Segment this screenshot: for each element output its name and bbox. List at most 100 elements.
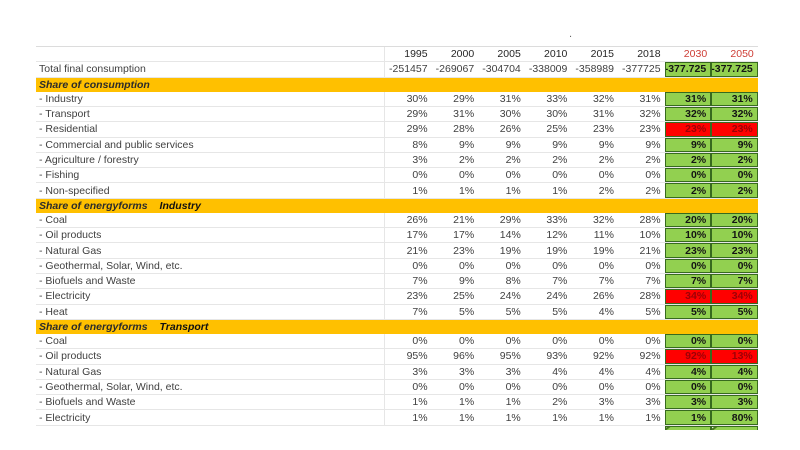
projection-cell-2030[interactable]: 31% (664, 91, 712, 107)
projection-cell-2050[interactable]: 4% (711, 364, 758, 379)
value-cell[interactable]: 9% (552, 138, 568, 151)
row-label-cell[interactable]: - Heat (36, 304, 385, 319)
row-label-cell[interactable]: - Geothermal, Solar, Wind, etc. (36, 379, 385, 395)
value-cell[interactable]: 92% (639, 350, 661, 363)
value-cell[interactable]: 3% (412, 365, 428, 378)
year-column-header[interactable]: 2015 (590, 48, 614, 61)
value-cell[interactable]: 2% (645, 153, 661, 166)
value-cell[interactable]: 26% (499, 123, 521, 136)
year-column-header[interactable]: 1995 (404, 48, 428, 61)
value-cell[interactable]: 23% (592, 123, 614, 136)
value-cell[interactable]: 21% (406, 244, 428, 257)
projection-cell-2030[interactable]: 2% (664, 183, 712, 198)
projection-cell-2030[interactable]: 4% (664, 364, 712, 379)
value-cell[interactable]: 1% (598, 411, 614, 424)
projection-cell-2030[interactable]: -377.725 (664, 62, 712, 77)
value-cell[interactable]: 0% (645, 380, 661, 393)
value-cell[interactable]: 0% (505, 169, 521, 182)
row-label-cell[interactable]: - Transport (36, 107, 385, 122)
value-cell[interactable]: 19% (499, 244, 521, 257)
section-header-row[interactable]: Share of energyforms Industry (36, 198, 758, 213)
value-cell[interactable]: 23% (639, 123, 661, 136)
value-cell[interactable]: 32% (592, 92, 614, 105)
value-cell[interactable]: -269067 (435, 63, 475, 76)
row-label-cell[interactable]: - Non-specified (36, 183, 385, 198)
value-cell[interactable]: 31% (639, 92, 661, 105)
row-label-cell[interactable]: - Natural Gas (36, 364, 385, 379)
value-cell[interactable]: 10% (639, 229, 661, 242)
projection-cell-2050[interactable]: 20% (711, 212, 758, 228)
value-cell[interactable]: 96% (453, 350, 475, 363)
value-cell[interactable]: 25% (546, 123, 568, 136)
value-cell[interactable]: 30% (406, 92, 428, 105)
projection-cell-2050[interactable]: 7% (711, 273, 758, 289)
value-cell[interactable]: 29% (406, 123, 428, 136)
value-cell[interactable]: -358989 (575, 63, 614, 76)
value-cell[interactable]: 4% (598, 365, 614, 378)
projection-cell-2030[interactable]: 32% (664, 107, 712, 122)
value-cell[interactable]: -304704 (482, 63, 521, 76)
projection-cell-2050[interactable]: 32% (711, 107, 758, 122)
row-label-cell[interactable]: - Electricity (36, 289, 385, 304)
value-cell[interactable]: 4% (645, 365, 661, 378)
row-label-cell[interactable]: - Electricity (36, 410, 385, 425)
value-cell[interactable]: 32% (592, 214, 614, 227)
row-label-cell[interactable]: - Biofuels and Waste (36, 273, 385, 289)
value-cell[interactable]: 1% (552, 184, 568, 197)
projection-cell-2050[interactable]: 5% (711, 304, 758, 319)
projection-cell-2050[interactable]: -377.725 (711, 62, 758, 77)
projection-cell-2050[interactable]: 80% (711, 410, 758, 425)
projection-cell-2050[interactable]: 2% (711, 152, 758, 168)
row-label-cell[interactable]: - Geothermal, Solar, Wind, etc. (36, 258, 385, 273)
value-cell[interactable]: 5% (459, 305, 475, 318)
value-cell[interactable]: 1% (505, 396, 521, 409)
row-label-cell[interactable]: - Oil products (36, 349, 385, 364)
value-cell[interactable]: 95% (406, 350, 428, 363)
value-cell[interactable]: 2% (505, 153, 521, 166)
value-cell[interactable]: 1% (459, 184, 475, 197)
value-cell[interactable]: 21% (639, 244, 661, 257)
value-cell[interactable]: 0% (459, 259, 475, 272)
value-cell[interactable]: 93% (546, 350, 568, 363)
value-cell[interactable]: 0% (412, 169, 428, 182)
value-cell[interactable]: 0% (459, 380, 475, 393)
projection-cell-2030[interactable]: 0% (664, 334, 712, 349)
value-cell[interactable]: 1% (505, 184, 521, 197)
value-cell[interactable]: 32% (639, 108, 661, 121)
projection-cell-2050[interactable]: 0% (711, 168, 758, 183)
value-cell[interactable]: 7% (598, 275, 614, 288)
projection-cell-2050[interactable]: 0% (711, 334, 758, 349)
value-cell[interactable]: 0% (598, 259, 614, 272)
value-cell[interactable]: 2% (598, 153, 614, 166)
value-cell[interactable]: 3% (645, 396, 661, 409)
year-column-header[interactable]: 2030 (683, 48, 708, 61)
value-cell[interactable]: 8% (505, 275, 521, 288)
value-cell[interactable]: 1% (552, 411, 568, 424)
value-cell[interactable]: 8% (412, 138, 428, 151)
value-cell[interactable]: 0% (459, 169, 475, 182)
value-cell[interactable]: 23% (453, 244, 475, 257)
value-cell[interactable]: 1% (412, 411, 428, 424)
value-cell[interactable]: 2% (598, 184, 614, 197)
projection-cell-2030[interactable]: 7% (664, 273, 712, 289)
value-cell[interactable]: 9% (459, 138, 475, 151)
value-cell[interactable]: 0% (598, 335, 614, 348)
projection-cell-2030[interactable]: 5% (664, 304, 712, 319)
value-cell[interactable]: 3% (505, 365, 521, 378)
projection-cell-2030[interactable]: 2% (664, 152, 712, 168)
projection-cell-2050[interactable]: 23% (711, 122, 758, 137)
row-label-cell[interactable]: - Fishing (36, 168, 385, 183)
value-cell[interactable]: 19% (546, 244, 568, 257)
projection-cell-2030[interactable]: 20% (664, 212, 712, 228)
value-cell[interactable]: 3% (412, 153, 428, 166)
year-column-header[interactable]: 2005 (497, 48, 521, 61)
value-cell[interactable]: 7% (552, 275, 568, 288)
value-cell[interactable]: 2% (552, 396, 568, 409)
value-cell[interactable]: 1% (505, 411, 521, 424)
value-cell[interactable]: 24% (499, 290, 521, 303)
value-cell[interactable]: 33% (546, 214, 568, 227)
value-cell[interactable]: 9% (645, 138, 661, 151)
row-label-cell[interactable]: - Biofuels and Waste (36, 395, 385, 410)
value-cell[interactable]: 30% (546, 108, 568, 121)
projection-cell-2030[interactable]: 0% (664, 168, 712, 183)
